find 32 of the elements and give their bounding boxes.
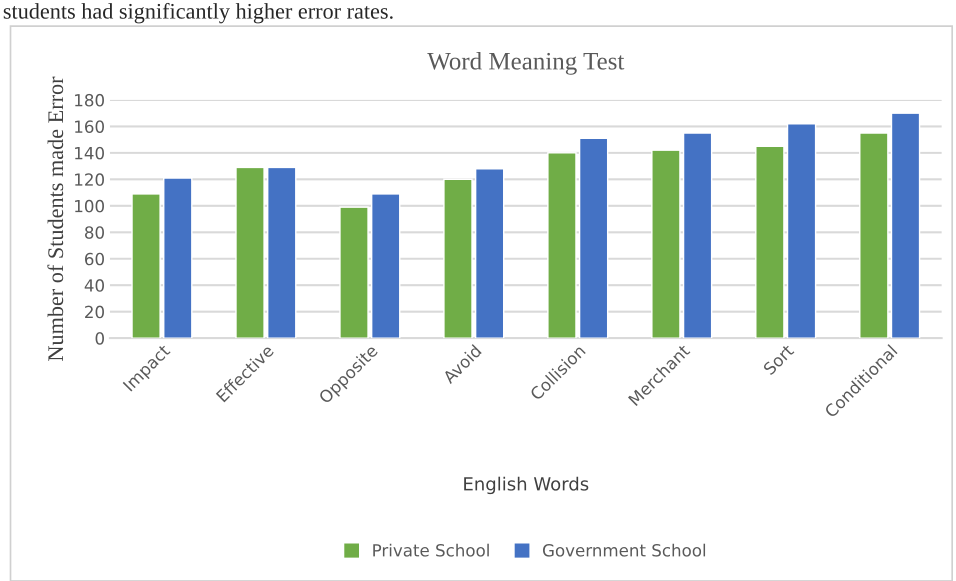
bar: [370, 193, 400, 338]
y-tick-label: 80: [85, 226, 104, 239]
bar: [267, 166, 296, 338]
chart-title: Word Meaning Test: [427, 52, 624, 75]
bar: [339, 206, 369, 338]
y-tick-label: 60: [85, 252, 104, 266]
bar: [235, 166, 265, 338]
bar: [755, 146, 785, 338]
bar: [131, 193, 161, 338]
legend-label: Government School: [542, 544, 706, 557]
bar: [682, 132, 712, 338]
y-axis-title: Number of Students made Error: [47, 76, 64, 361]
bar: [890, 112, 920, 338]
y-tick-label: 20: [85, 306, 104, 318]
y-tick-label: 0: [96, 332, 104, 345]
bar: [578, 138, 608, 338]
legend-label: Private School: [373, 544, 489, 557]
bar: [547, 152, 577, 338]
y-tick-label: 140: [75, 146, 104, 160]
x-axis-title: English Words: [464, 476, 588, 494]
bar: [443, 178, 473, 338]
bar: [786, 123, 816, 338]
text: students had significantly higher error rates.: [4, 2, 393, 24]
y-tick-label: 180: [75, 94, 104, 106]
bar: [474, 168, 504, 338]
y-tick-label: 120: [75, 173, 104, 186]
bar: [163, 177, 193, 338]
y-tick-label: 100: [75, 200, 104, 212]
y-tick-label: 160: [75, 120, 104, 133]
y-tick-label: 40: [84, 279, 104, 292]
bar: [651, 150, 681, 338]
bar: [859, 132, 889, 338]
